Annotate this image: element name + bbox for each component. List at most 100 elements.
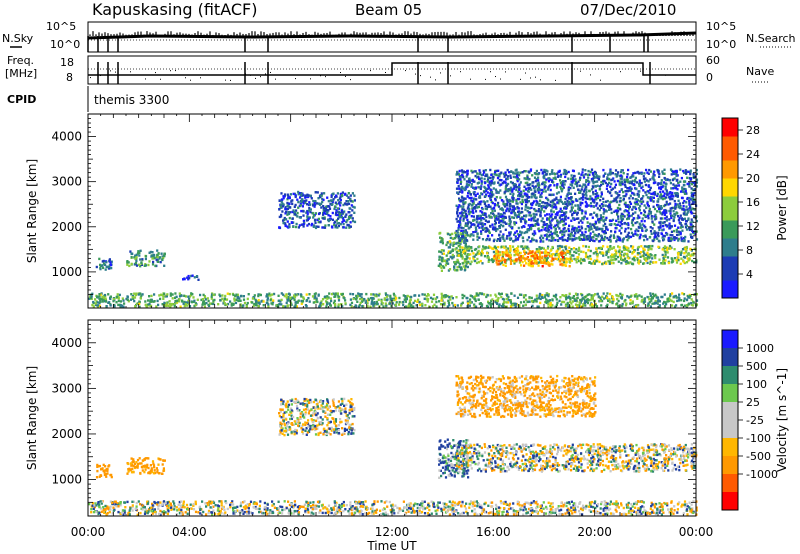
power-cell (487, 184, 490, 187)
power-cell (572, 227, 575, 230)
power-cell (520, 207, 523, 210)
power-cell (574, 237, 577, 240)
power-cell (612, 177, 615, 180)
power-cell (104, 299, 107, 302)
power-cell (595, 234, 598, 238)
power-cell (693, 208, 696, 211)
power-cell (342, 226, 345, 229)
power-cell (617, 260, 620, 263)
power-cell (312, 301, 315, 304)
power-cell (646, 253, 649, 256)
power-cell (643, 180, 646, 183)
power-cell (673, 224, 677, 227)
power-cell (587, 237, 590, 240)
power-cell (683, 192, 687, 195)
power-cell (468, 304, 471, 307)
power-cell (603, 261, 607, 265)
power-cell (479, 259, 482, 263)
power-cell (676, 188, 679, 191)
power-cell (625, 235, 628, 238)
power-cell (597, 233, 600, 236)
power-cell (548, 225, 551, 229)
power-cell (637, 262, 641, 265)
power-cell (653, 207, 657, 211)
power-cell (531, 304, 534, 308)
power-cell (361, 300, 364, 303)
power-cell (537, 191, 540, 194)
power-cell (509, 203, 512, 206)
power-cell (121, 297, 124, 300)
power-cell (670, 299, 673, 303)
power-cell (316, 202, 319, 205)
power-cell (628, 189, 631, 192)
power-cell (594, 172, 597, 176)
power-cell (694, 180, 697, 184)
power-cell (602, 292, 605, 295)
power-cell (369, 305, 372, 308)
power-cell (132, 297, 135, 300)
power-cell (485, 215, 488, 219)
power-cell (671, 197, 674, 201)
power-cell (674, 169, 677, 173)
power-cell (109, 261, 112, 264)
power-cell (530, 262, 533, 265)
power-cell (678, 221, 681, 224)
power-cell (511, 245, 515, 248)
power-cell (547, 228, 550, 232)
power-cell (635, 200, 638, 204)
power-cell (670, 304, 674, 307)
power-cell (135, 259, 138, 263)
power-cell (496, 239, 499, 242)
power-cell (613, 198, 617, 201)
power-cell (509, 180, 513, 184)
power-cell (473, 187, 476, 191)
power-cell (336, 222, 339, 225)
power-cell (483, 217, 486, 221)
power-cell (333, 205, 337, 208)
power-cell (293, 210, 296, 214)
power-cell (607, 238, 610, 241)
power-cell (689, 221, 692, 224)
power-cell (340, 216, 343, 219)
power-cell (582, 244, 585, 248)
power-cell (677, 218, 680, 222)
power-cell (567, 186, 570, 190)
power-cell (639, 224, 642, 227)
power-cell (313, 205, 316, 208)
power-cell (515, 216, 518, 219)
power-cell (302, 296, 305, 299)
power-cell (650, 199, 654, 202)
power-cell (577, 180, 580, 183)
power-cell (515, 175, 519, 178)
power-cell (642, 235, 645, 238)
power-cell (595, 174, 598, 177)
power-cell (485, 193, 488, 196)
power-cell (384, 292, 387, 295)
power-cell (293, 192, 297, 196)
nave-dot (345, 75, 346, 77)
power-cell (469, 294, 472, 297)
power-cell (610, 182, 613, 186)
power-cell (491, 201, 494, 205)
power-cell (533, 172, 536, 175)
power-cell (350, 305, 353, 308)
power-cell (681, 239, 684, 243)
power-cell (585, 190, 588, 194)
power-cell (535, 254, 538, 257)
power-cell (511, 181, 514, 185)
power-cell (607, 248, 610, 251)
power-cell (672, 183, 675, 186)
power-cell (668, 192, 671, 195)
power-cell (465, 239, 468, 242)
power-cell (533, 230, 536, 233)
power-cell (460, 229, 463, 232)
power-cell (487, 234, 490, 238)
power-cell (638, 252, 641, 255)
power-cell (488, 216, 491, 219)
power-cell (508, 171, 511, 174)
power-cell (641, 197, 644, 200)
power-cell (546, 236, 549, 239)
power-cell (540, 192, 543, 195)
power-cell (643, 224, 646, 227)
power-cell (521, 200, 524, 204)
